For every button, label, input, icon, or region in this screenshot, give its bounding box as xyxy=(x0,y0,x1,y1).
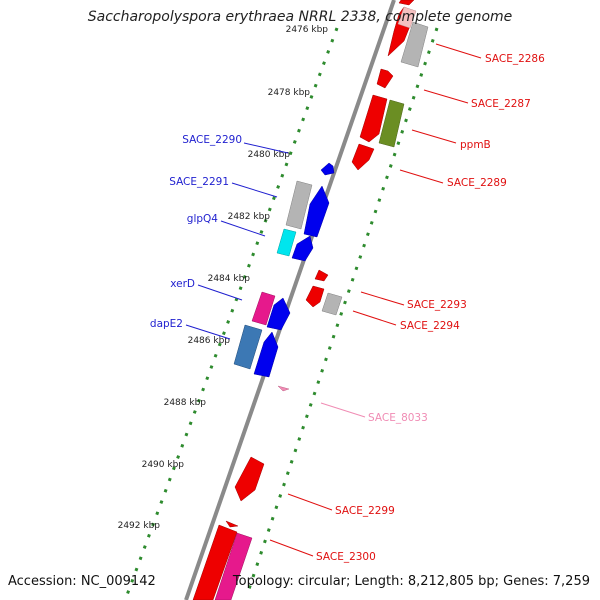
topology-label: Topology: circular; Length: 8,212,805 bp… xyxy=(232,574,590,589)
gene-label-glpq4[interactable]: glpQ4 xyxy=(187,213,219,225)
gene-arrow-ppmb[interactable] xyxy=(378,99,405,148)
gene-arrow-sace-8033[interactable] xyxy=(277,385,290,392)
gene-arrow-sace-2293[interactable] xyxy=(305,285,325,308)
map-title: Saccharopolyspora erythraea NRRL 2338, c… xyxy=(87,9,513,25)
gene-arrow-sace-2300[interactable] xyxy=(192,524,238,600)
leader-dape2 xyxy=(185,324,231,340)
gene-arrow-xerd-pink[interactable] xyxy=(251,291,276,326)
gene-arrow-xerd[interactable] xyxy=(266,297,291,331)
scale-label-2484: 2484 kbp xyxy=(208,274,251,284)
leader-ppmb xyxy=(411,129,457,144)
scale-label-2488: 2488 kbp xyxy=(164,398,207,408)
leader-xerd xyxy=(197,284,243,301)
leader-sace-2287 xyxy=(423,89,469,104)
gene-arrow-dape2[interactable] xyxy=(253,331,279,378)
scale-label-2486: 2486 kbp xyxy=(188,336,231,346)
gene-arrow-sace-2291[interactable] xyxy=(303,185,330,238)
gene-arrow-sace-2300-pink[interactable] xyxy=(214,532,253,600)
gene-label-sace-8033[interactable]: SACE_8033 xyxy=(368,412,428,424)
leader-sace-2299 xyxy=(287,493,333,511)
outer-tick-track xyxy=(125,27,339,596)
leader-sace-2294 xyxy=(352,310,397,326)
genome-backbone xyxy=(184,0,396,600)
gene-label-sace-2293[interactable]: SACE_2293 xyxy=(407,299,467,311)
leader-sace-2289 xyxy=(399,169,444,184)
gene-arrow-sace-2300-marker[interactable] xyxy=(225,520,239,528)
scale-label-2480: 2480 kbp xyxy=(248,150,291,160)
gene-label-dape2[interactable]: dapE2 xyxy=(150,318,183,330)
scale-label-2492: 2492 kbp xyxy=(118,521,161,531)
gene-arrow-ppmb-red[interactable] xyxy=(359,94,388,143)
gene-arrow-sace-2289[interactable] xyxy=(351,143,375,171)
gene-arrow-sace-2287[interactable] xyxy=(376,68,394,89)
gene-label-sace-2287[interactable]: SACE_2287 xyxy=(471,98,531,110)
leader-sace-2293 xyxy=(360,291,405,306)
gene-label-sace-2289[interactable]: SACE_2289 xyxy=(447,177,507,189)
gene-arrow-glpq4[interactable] xyxy=(291,235,314,262)
gene-arrow-sace-2286-light[interactable] xyxy=(397,6,417,29)
leader-sace-8033 xyxy=(320,402,366,418)
gene-arrow-sace-2293-top[interactable] xyxy=(314,269,329,282)
scale-label-2482: 2482 kbp xyxy=(228,212,271,222)
gene-label-sace-2286[interactable]: SACE_2286 xyxy=(485,53,545,65)
gene-label-sace-2294[interactable]: SACE_2294 xyxy=(400,320,460,332)
gene-arrow-sace-2287-gray[interactable] xyxy=(400,21,429,68)
gene-arrow-sace-2290[interactable] xyxy=(320,162,335,176)
leader-sace-2290 xyxy=(243,142,289,154)
scale-label-2478: 2478 kbp xyxy=(268,88,311,98)
gene-label-sace-2291[interactable]: SACE_2291 xyxy=(169,176,229,188)
scale-label-2476: 2476 kbp xyxy=(286,25,329,35)
scale-label-2490: 2490 kbp xyxy=(142,460,185,470)
gene-arrow-sace-2294[interactable] xyxy=(321,292,343,316)
gene-arrow-sace-2291-gray[interactable] xyxy=(285,180,313,230)
gene-label-xerd[interactable]: xerD xyxy=(170,278,195,290)
gene-label-sace-2300[interactable]: SACE_2300 xyxy=(316,551,376,563)
gene-label-ppmb[interactable]: ppmB xyxy=(460,139,491,151)
leader-sace-2286 xyxy=(435,43,482,59)
leader-sace-2291 xyxy=(231,182,278,198)
leader-sace-2300 xyxy=(269,539,314,557)
gene-label-sace-2299[interactable]: SACE_2299 xyxy=(335,505,395,517)
gene-arrow-dape2-steel[interactable] xyxy=(233,324,263,370)
gene-arrow-sace-2286-top[interactable] xyxy=(398,0,415,6)
accession-label: Accession: NC_009142 xyxy=(8,574,156,589)
gene-arrow-glpq4-cyan[interactable] xyxy=(276,228,297,257)
gene-label-sace-2290[interactable]: SACE_2290 xyxy=(182,134,242,146)
leader-glpq4 xyxy=(220,220,266,237)
gene-arrow-sace-2299[interactable] xyxy=(234,456,265,502)
